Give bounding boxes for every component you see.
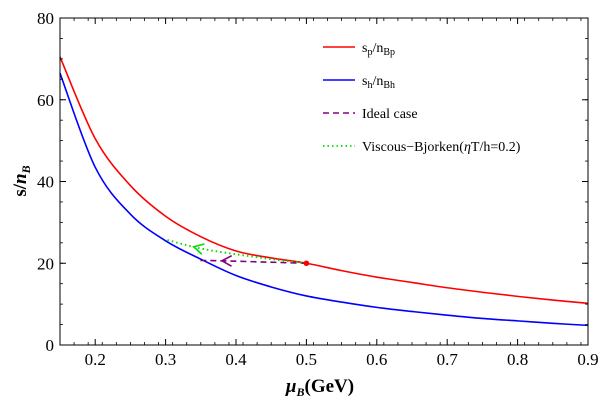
x-tick-label: 0.8 xyxy=(507,350,528,369)
x-tick-label: 0.2 xyxy=(85,350,106,369)
legend: sp/nBp sh/nBh Ideal case Viscous−Bjorken… xyxy=(323,41,521,155)
y-tick-label: 40 xyxy=(37,173,54,192)
series-line-2 xyxy=(197,259,307,265)
series-line-0 xyxy=(59,56,589,305)
x-tick-label: 0.6 xyxy=(366,350,387,369)
axis-ticks: 0.2 0.3 0.4 0.5 0.6 0.7 0.8 0.9 0 20 40 60 80 xyxy=(37,9,599,369)
x-axis-title: μB(GeV) xyxy=(285,376,354,399)
legend-label-sh: sh/nBh xyxy=(362,74,395,91)
y-tick-label: 20 xyxy=(37,254,54,273)
legend-label-sp: sp/nBp xyxy=(362,41,395,58)
y-tick-label: 80 xyxy=(37,9,54,28)
y-axis-title-main: s/ xyxy=(10,183,31,196)
y-tick-label: 0 xyxy=(46,336,55,355)
x-tick-label: 0.5 xyxy=(296,350,317,369)
x-tick-label: 0.3 xyxy=(155,350,176,369)
x-tick-label: 0.4 xyxy=(225,350,247,369)
legend-label-viscous: Viscous−Bjorken(ηT/h=0.2) xyxy=(362,140,521,155)
series-line-1 xyxy=(59,72,589,327)
x-axis-title-tail: (GeV) xyxy=(305,376,355,397)
x-axis-title-main: μ xyxy=(285,376,297,397)
legend-label-ideal: Ideal case xyxy=(362,107,418,122)
x-axis-title-sub: B xyxy=(295,385,304,399)
y-axis-title-sub: B xyxy=(19,165,33,174)
x-tick-label: 0.9 xyxy=(577,350,598,369)
y-axis-title: s/nB xyxy=(10,165,33,196)
series-arrow-2 xyxy=(220,254,233,267)
series-layer xyxy=(59,56,589,327)
start-point-marker xyxy=(303,260,310,267)
y-tick-label: 60 xyxy=(37,91,54,110)
series-line-3 xyxy=(165,238,307,265)
series-arrow-3 xyxy=(192,243,205,255)
y-axis-title-italic: n xyxy=(10,173,31,184)
x-tick-label: 0.7 xyxy=(437,350,459,369)
